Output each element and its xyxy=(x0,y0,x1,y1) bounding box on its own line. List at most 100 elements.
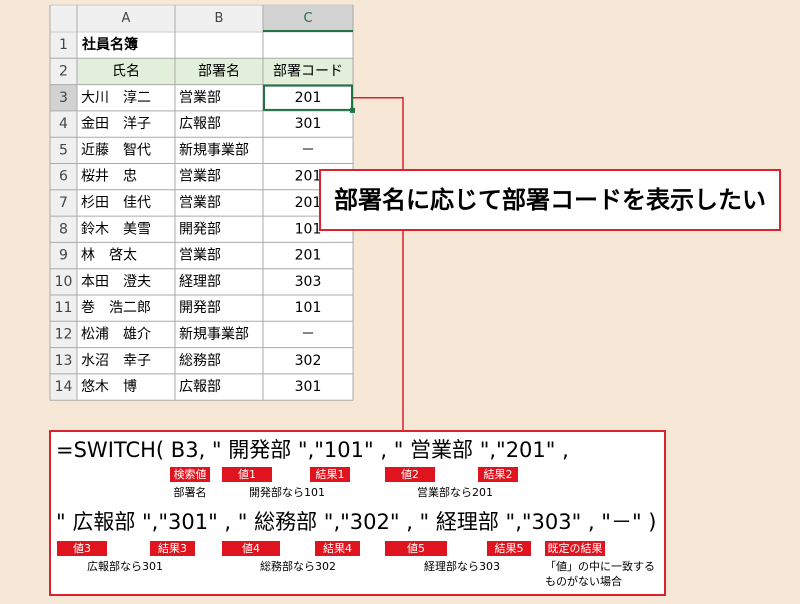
cell: 新規事業部 xyxy=(179,142,249,158)
cell: 301 xyxy=(295,116,322,132)
tag-bg xyxy=(222,541,280,556)
row-number: 9 xyxy=(59,248,68,264)
cell: 営業部 xyxy=(179,169,221,185)
cell: 201 xyxy=(295,195,322,211)
tag: 既定の結果 xyxy=(548,541,603,555)
cell: 本田 澄夫 xyxy=(81,274,151,290)
cell: 巻 浩二郎 xyxy=(81,300,151,316)
row-number: 11 xyxy=(55,300,73,316)
tag-bg xyxy=(545,541,605,556)
row-number: 1 xyxy=(59,37,68,53)
tag: 結果5 xyxy=(495,541,524,555)
note: 開発部なら101 xyxy=(249,485,325,499)
table-header: 氏名 xyxy=(112,63,140,79)
tag-bg xyxy=(385,467,435,482)
cell: － xyxy=(301,326,315,342)
cell: 鈴木 美雪 xyxy=(81,221,151,237)
cell: 広報部 xyxy=(179,379,221,395)
note: 総務部なら302 xyxy=(260,559,336,573)
tag-bg xyxy=(170,467,210,482)
tag: 値1 xyxy=(238,468,256,481)
tag: 値5 xyxy=(407,542,425,555)
cell: 近藤 智代 xyxy=(81,142,151,158)
cell: 201 xyxy=(295,248,322,264)
sheet-title: 社員名簿 xyxy=(81,36,138,53)
row-number: 8 xyxy=(59,221,68,237)
row-number: 14 xyxy=(55,379,73,395)
cell: 営業部 xyxy=(179,195,221,211)
cell: 201 xyxy=(295,169,322,185)
tag-bg xyxy=(57,541,107,556)
note: ものがない場合 xyxy=(545,574,622,588)
tag-bg xyxy=(310,467,350,482)
row-number: 7 xyxy=(59,195,68,211)
cell: 303 xyxy=(295,274,322,290)
cell: 杉田 佳代 xyxy=(81,195,151,211)
formula-line: " 広報部 ","301" , " 総務部 ","302" , " 経理部 ",… xyxy=(56,510,657,534)
cell: 桜井 忠 xyxy=(81,169,137,185)
note: 「値」の中に一致する xyxy=(545,559,655,573)
cell: 302 xyxy=(295,353,322,369)
column-header: A xyxy=(122,11,131,26)
tag: 検索値 xyxy=(174,467,207,481)
note: 経理部なら303 xyxy=(424,559,500,573)
cell: 広報部 xyxy=(179,116,221,132)
cell: 営業部 xyxy=(179,90,221,106)
table-header: 部署コード xyxy=(273,63,343,79)
cell: 開発部 xyxy=(179,300,221,316)
formula-line: =SWITCH( B3, " 開発部 ","101" , " 営業部 ","20… xyxy=(56,438,569,462)
row-3-header-highlight xyxy=(50,84,77,111)
cell: 総務部 xyxy=(179,353,221,369)
note: 広報部なら301 xyxy=(87,559,163,573)
tag: 値2 xyxy=(401,468,419,481)
cell: 経理部 xyxy=(179,274,221,290)
row-number: 10 xyxy=(55,274,73,290)
cell: 悠木 博 xyxy=(81,378,137,395)
cell: 営業部 xyxy=(179,248,221,264)
cell: 大川 淳二 xyxy=(81,89,151,106)
callout-box xyxy=(319,169,781,231)
row-number: 12 xyxy=(55,326,73,342)
fill-handle xyxy=(350,107,355,113)
row-number: 5 xyxy=(59,142,68,158)
cell: 水沼 幸子 xyxy=(81,353,151,369)
tag-bg xyxy=(222,467,272,482)
column-header: C xyxy=(303,11,312,26)
callout-text: 部署名に応じて部署コードを表示したい xyxy=(334,186,766,214)
column-c-header-highlight xyxy=(263,5,353,32)
tag: 値3 xyxy=(73,542,91,555)
table-header: 部署名 xyxy=(198,63,240,79)
row-number: 6 xyxy=(59,169,68,185)
row-number: 2 xyxy=(59,63,68,79)
cell: 林 啓太 xyxy=(81,248,137,264)
tag: 結果2 xyxy=(484,467,513,481)
tag-bg xyxy=(315,541,360,556)
tag: 結果3 xyxy=(158,541,187,555)
tag-bg xyxy=(385,541,447,556)
cell: 新規事業部 xyxy=(179,326,249,342)
row-number: 3 xyxy=(59,90,68,106)
tag-bg xyxy=(487,541,531,556)
tag-bg xyxy=(478,467,518,482)
column-header: B xyxy=(215,11,224,26)
cell: 101 xyxy=(295,221,322,237)
tag: 結果4 xyxy=(323,541,352,555)
header-row-bg xyxy=(77,58,353,85)
row-number: 4 xyxy=(59,116,68,132)
tag: 値4 xyxy=(242,542,260,555)
cell: 301 xyxy=(295,379,322,395)
tag: 結果1 xyxy=(316,467,345,481)
cell: 101 xyxy=(295,300,322,316)
note: 営業部なら201 xyxy=(417,485,493,499)
row-number: 13 xyxy=(55,353,73,369)
tag-bg xyxy=(150,541,195,556)
cell: 松浦 雄介 xyxy=(81,326,151,342)
formula-box xyxy=(49,430,666,596)
cell: 開発部 xyxy=(179,221,221,237)
note: 部署名 xyxy=(174,485,207,499)
cell: 201 xyxy=(295,90,322,106)
cell: － xyxy=(301,142,315,158)
connector-line xyxy=(353,97,404,431)
cell: 金田 洋子 xyxy=(81,116,151,132)
